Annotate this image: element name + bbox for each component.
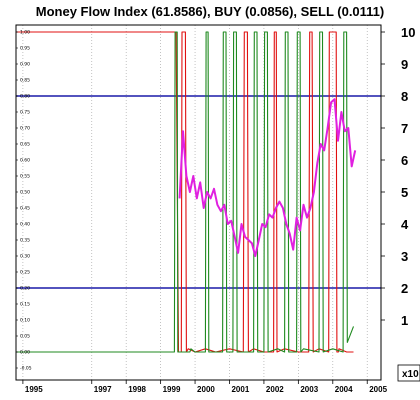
- x-tick-label: 2001: [231, 385, 249, 394]
- plot-frame: [15, 24, 382, 381]
- grid-layer: [22, 25, 368, 380]
- x-tick-label: 2002: [266, 385, 284, 394]
- right-tick-label: 1: [401, 313, 408, 328]
- x-tick-label: 1998: [128, 385, 146, 394]
- left-tick-label: 0.00: [20, 350, 30, 356]
- left-tick-label: 0.05: [20, 334, 30, 340]
- left-tick-label: 0.95: [20, 46, 30, 52]
- left-tick-label: -0.05: [20, 366, 32, 372]
- left-tick-label: 0.70: [20, 126, 30, 132]
- left-tick-label: 0.75: [20, 110, 30, 116]
- right-tick-label: 8: [401, 89, 408, 104]
- right-tick-label: 2: [401, 281, 408, 296]
- x-unit-box: [397, 364, 420, 382]
- right-tick-label: 7: [401, 121, 408, 136]
- left-tick-label: 0.85: [20, 78, 30, 84]
- x-tick-label: 1999: [163, 385, 181, 394]
- left-tick-label: 1.00: [20, 30, 30, 36]
- x-tick-label: 2005: [369, 385, 387, 394]
- left-tick-label: 0.25: [20, 270, 30, 276]
- left-axis: 1.00 0.95 0.90 0.85 0.80 0.75 0.70 0.65 0.60 0.55…: [16, 30, 32, 372]
- left-tick-label: 0.80: [20, 94, 30, 100]
- left-tick-label: 0.15: [20, 302, 30, 308]
- left-tick-label: 0.20: [20, 286, 30, 292]
- left-tick-label: 0.10: [20, 318, 30, 324]
- right-tick-label: 6: [401, 153, 408, 168]
- right-tick-label: 5: [401, 185, 408, 200]
- left-tick-label: 0.35: [20, 238, 30, 244]
- right-tick-label: 10: [401, 25, 415, 40]
- x-axis: 1995 1997 1998 1999 2000 2001 2002 2003 2004 2005: [22, 380, 388, 394]
- left-tick-label: 0.50: [20, 190, 30, 196]
- series-line-mfi: [178, 98, 357, 257]
- left-tick-label: 0.60: [20, 158, 30, 164]
- x-tick-label: 2000: [197, 385, 215, 394]
- x-tick-label: 2003: [300, 385, 318, 394]
- right-tick-label: 4: [401, 217, 409, 232]
- series-line-sell: [16, 31, 354, 353]
- left-tick-label: 0.40: [20, 222, 30, 228]
- right-axis: 10 9 8 7 6 5 4 3 2 1: [381, 25, 415, 328]
- chart-title: Money Flow Index (61.8586), BUY (0.0856)…: [36, 4, 385, 19]
- x-unit-label: x10: [402, 369, 419, 380]
- left-tick-label: 0.90: [20, 62, 30, 68]
- reference-lines: [16, 95, 381, 289]
- right-tick-label: 3: [401, 249, 408, 264]
- series-line-buy: [16, 31, 355, 353]
- right-tick-label: 9: [401, 57, 408, 72]
- x-tick-label: 2004: [335, 385, 353, 394]
- left-tick-label: 0.45: [20, 206, 30, 212]
- series-layer: [16, 31, 357, 353]
- left-tick-label: 0.65: [20, 142, 30, 148]
- left-tick-label: 0.30: [20, 254, 30, 260]
- x-tick-label: 1995: [25, 385, 43, 394]
- left-tick-label: 0.55: [20, 174, 30, 180]
- x-tick-label: 1997: [94, 385, 112, 394]
